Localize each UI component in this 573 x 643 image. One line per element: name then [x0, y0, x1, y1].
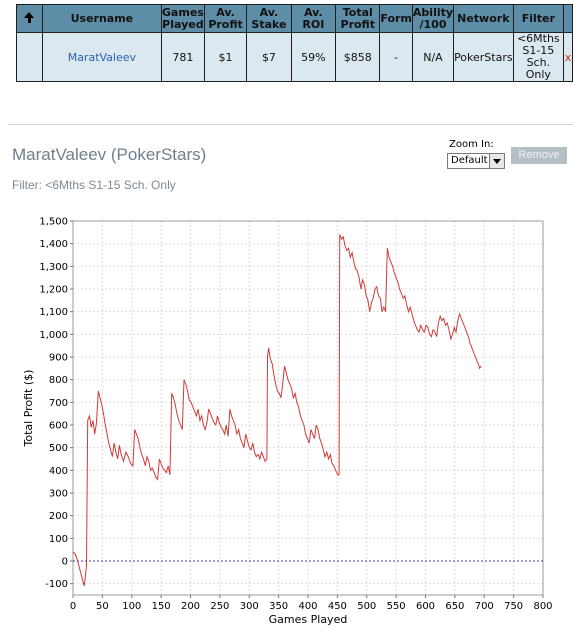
section-divider	[8, 124, 573, 125]
zoom-select-value: Default	[451, 155, 488, 166]
games-played-cell: 781	[160, 32, 205, 82]
profit-chart: -10001002003004005006007008009001,0001,1…	[22, 217, 553, 627]
x-tick-label: 750	[504, 601, 523, 612]
y-tick-label: 400	[49, 466, 68, 477]
username-cell: MaratValeev	[41, 32, 162, 82]
av-profit-cell: $1	[203, 32, 248, 82]
zoom-select[interactable]: Default	[447, 153, 505, 169]
x-tick-label: 450	[328, 601, 347, 612]
x-axis-title: Games Played	[269, 613, 348, 626]
table-header-row: Username Games Played Av. Profit Av. Stake …	[16, 4, 573, 33]
header-form[interactable]: Form	[379, 4, 413, 33]
x-tick-label: 350	[269, 601, 288, 612]
y-axis-title: Total Profit ($)	[22, 370, 35, 448]
x-tick-label: 800	[533, 601, 552, 612]
header-av-roi[interactable]: Av. ROI	[290, 4, 337, 33]
y-tick-label: 600	[49, 421, 68, 432]
remove-button[interactable]: Remove	[511, 147, 567, 164]
y-tick-label: 100	[49, 534, 68, 545]
row-blank-cell	[16, 32, 43, 82]
stats-table: Username Games Played Av. Profit Av. Stake …	[16, 4, 573, 82]
total-profit-cell: $858	[335, 32, 381, 82]
x-tick-label: 200	[181, 601, 200, 612]
ability-cell: N/A	[411, 32, 455, 82]
table-row: MaratValeev 781 $1 $7 59% $858 - N/A Pok…	[16, 32, 573, 82]
header-filter[interactable]: Filter	[512, 4, 565, 33]
header-av-profit[interactable]: Av. Profit	[203, 4, 248, 33]
x-tick-label: 550	[387, 601, 406, 612]
y-axis-ticks: -100 0 100 200 300 400 500 600 700 800 900 1,000 1,1…	[39, 217, 73, 590]
y-tick-label: 200	[49, 511, 68, 522]
x-tick-label: 150	[152, 601, 171, 612]
remove-row-icon[interactable]: x	[564, 50, 572, 64]
header-games-played[interactable]: Games Played	[160, 4, 205, 33]
chart-grid	[72, 220, 544, 595]
header-av-stake[interactable]: Av. Stake	[246, 4, 292, 33]
x-tick-label: 500	[357, 601, 376, 612]
chevron-down-icon[interactable]	[489, 154, 504, 168]
sort-arrow-cell[interactable]	[16, 4, 43, 33]
y-tick-label: 1,300	[39, 262, 68, 273]
av-roi-cell: 59%	[290, 32, 337, 82]
chart-title: MaratValeev (PokerStars)	[12, 145, 207, 164]
remove-cell: x	[563, 32, 573, 82]
profit-series-line	[72, 234, 482, 587]
header-remove	[563, 4, 573, 33]
y-tick-label: 1,200	[39, 285, 68, 296]
arrow-up-icon[interactable]	[24, 11, 35, 23]
y-tick-label: 800	[49, 375, 68, 386]
header-username[interactable]: Username	[41, 4, 162, 33]
network-cell: PokerStars	[453, 32, 514, 82]
y-tick-label: 900	[49, 353, 68, 364]
x-tick-label: 650	[445, 601, 464, 612]
form-cell: -	[379, 32, 413, 82]
chart-filter-text: Filter: <6Mths S1-15 Sch. Only	[12, 178, 176, 192]
x-tick-label: 400	[298, 601, 317, 612]
x-tick-label: 250	[210, 601, 229, 612]
filter-cell: <6Mths S1-15 Sch. Only	[512, 32, 565, 82]
x-tick-label: 700	[475, 601, 494, 612]
y-tick-label: 1,500	[39, 217, 68, 228]
y-tick-label: 1,000	[39, 330, 68, 341]
header-ability[interactable]: Ability/100	[411, 4, 455, 33]
x-tick-label: 300	[240, 601, 259, 612]
y-tick-label: -100	[45, 579, 68, 590]
zoom-label: Zoom In:	[449, 139, 494, 150]
y-tick-label: 1,100	[39, 307, 68, 318]
y-tick-label: 1,400	[39, 239, 68, 250]
y-tick-label: 300	[49, 489, 68, 500]
x-tick-label: 0	[70, 601, 76, 612]
x-tick-label: 100	[122, 601, 141, 612]
y-tick-label: 500	[49, 443, 68, 454]
x-axis-ticks: 0 50 100 150 200 250 300 350 400 450 500 550 600 650 7…	[70, 595, 553, 612]
x-tick-label: 600	[416, 601, 435, 612]
y-tick-label: 0	[62, 557, 68, 568]
y-tick-label: 700	[49, 398, 68, 409]
header-total-profit[interactable]: Total Profit	[335, 4, 381, 33]
header-network[interactable]: Network	[453, 4, 514, 33]
username-link[interactable]: MaratValeev	[67, 50, 137, 64]
x-tick-label: 50	[96, 601, 109, 612]
av-stake-cell: $7	[246, 32, 292, 82]
